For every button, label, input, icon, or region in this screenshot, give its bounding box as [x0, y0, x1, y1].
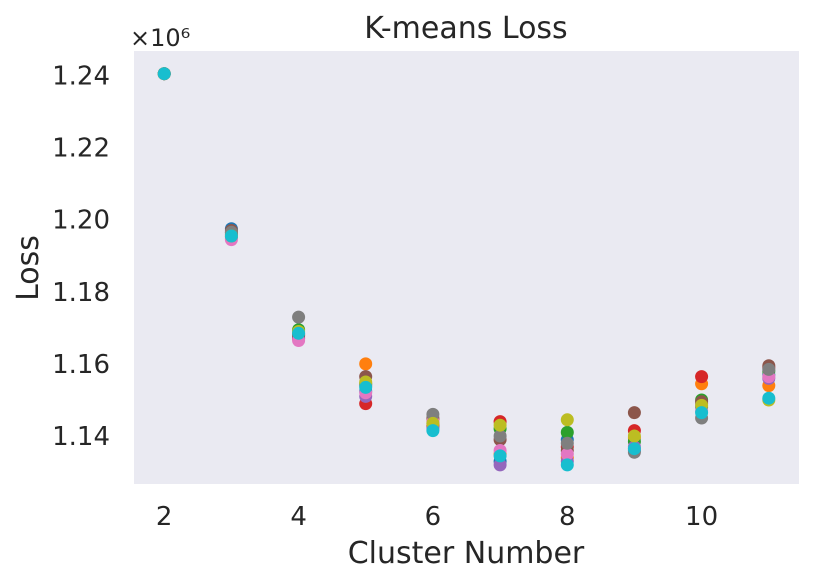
y-tick-label: 1.24 — [52, 62, 110, 92]
y-tick-label: 1.16 — [52, 350, 110, 380]
chart-title: K-means Loss — [364, 11, 567, 46]
data-point — [426, 424, 440, 438]
y-tick-labels: 1.14 1.16 1.18 1.20 1.22 1.24 — [52, 62, 110, 453]
data-point — [560, 425, 574, 439]
x-tick-label: 10 — [685, 502, 718, 532]
data-points — [157, 67, 776, 472]
data-point — [493, 458, 507, 472]
data-point — [493, 418, 507, 432]
data-point — [627, 429, 641, 443]
x-tick-labels: 2 4 6 8 10 — [156, 502, 718, 532]
data-point — [560, 413, 574, 427]
x-tick-label: 8 — [559, 502, 576, 532]
y-tick-label: 1.22 — [52, 134, 110, 164]
data-point — [359, 357, 373, 371]
x-tick-label: 2 — [156, 502, 173, 532]
data-point — [292, 326, 306, 340]
plot-background — [134, 51, 799, 484]
data-point — [224, 229, 238, 243]
data-point — [359, 380, 373, 394]
y-tick-label: 1.14 — [52, 422, 110, 452]
x-axis-label: Cluster Number — [348, 536, 585, 571]
data-point — [695, 406, 709, 420]
data-point — [560, 458, 574, 472]
data-point — [627, 442, 641, 456]
data-point — [493, 449, 507, 463]
data-point — [560, 447, 574, 461]
data-point — [426, 407, 440, 421]
data-point — [627, 406, 641, 420]
y-axis-label: Loss — [11, 235, 46, 301]
x-tick-label: 4 — [290, 502, 307, 532]
y-offset-label: ×10⁶ — [130, 24, 190, 52]
data-point — [157, 67, 171, 81]
x-tick-label: 6 — [425, 502, 442, 532]
data-point — [493, 429, 507, 443]
y-tick-label: 1.20 — [52, 206, 110, 236]
data-point — [560, 436, 574, 450]
data-point — [292, 310, 306, 324]
data-point — [762, 391, 776, 405]
data-point — [762, 362, 776, 376]
y-tick-label: 1.18 — [52, 278, 110, 308]
data-point — [695, 370, 709, 384]
